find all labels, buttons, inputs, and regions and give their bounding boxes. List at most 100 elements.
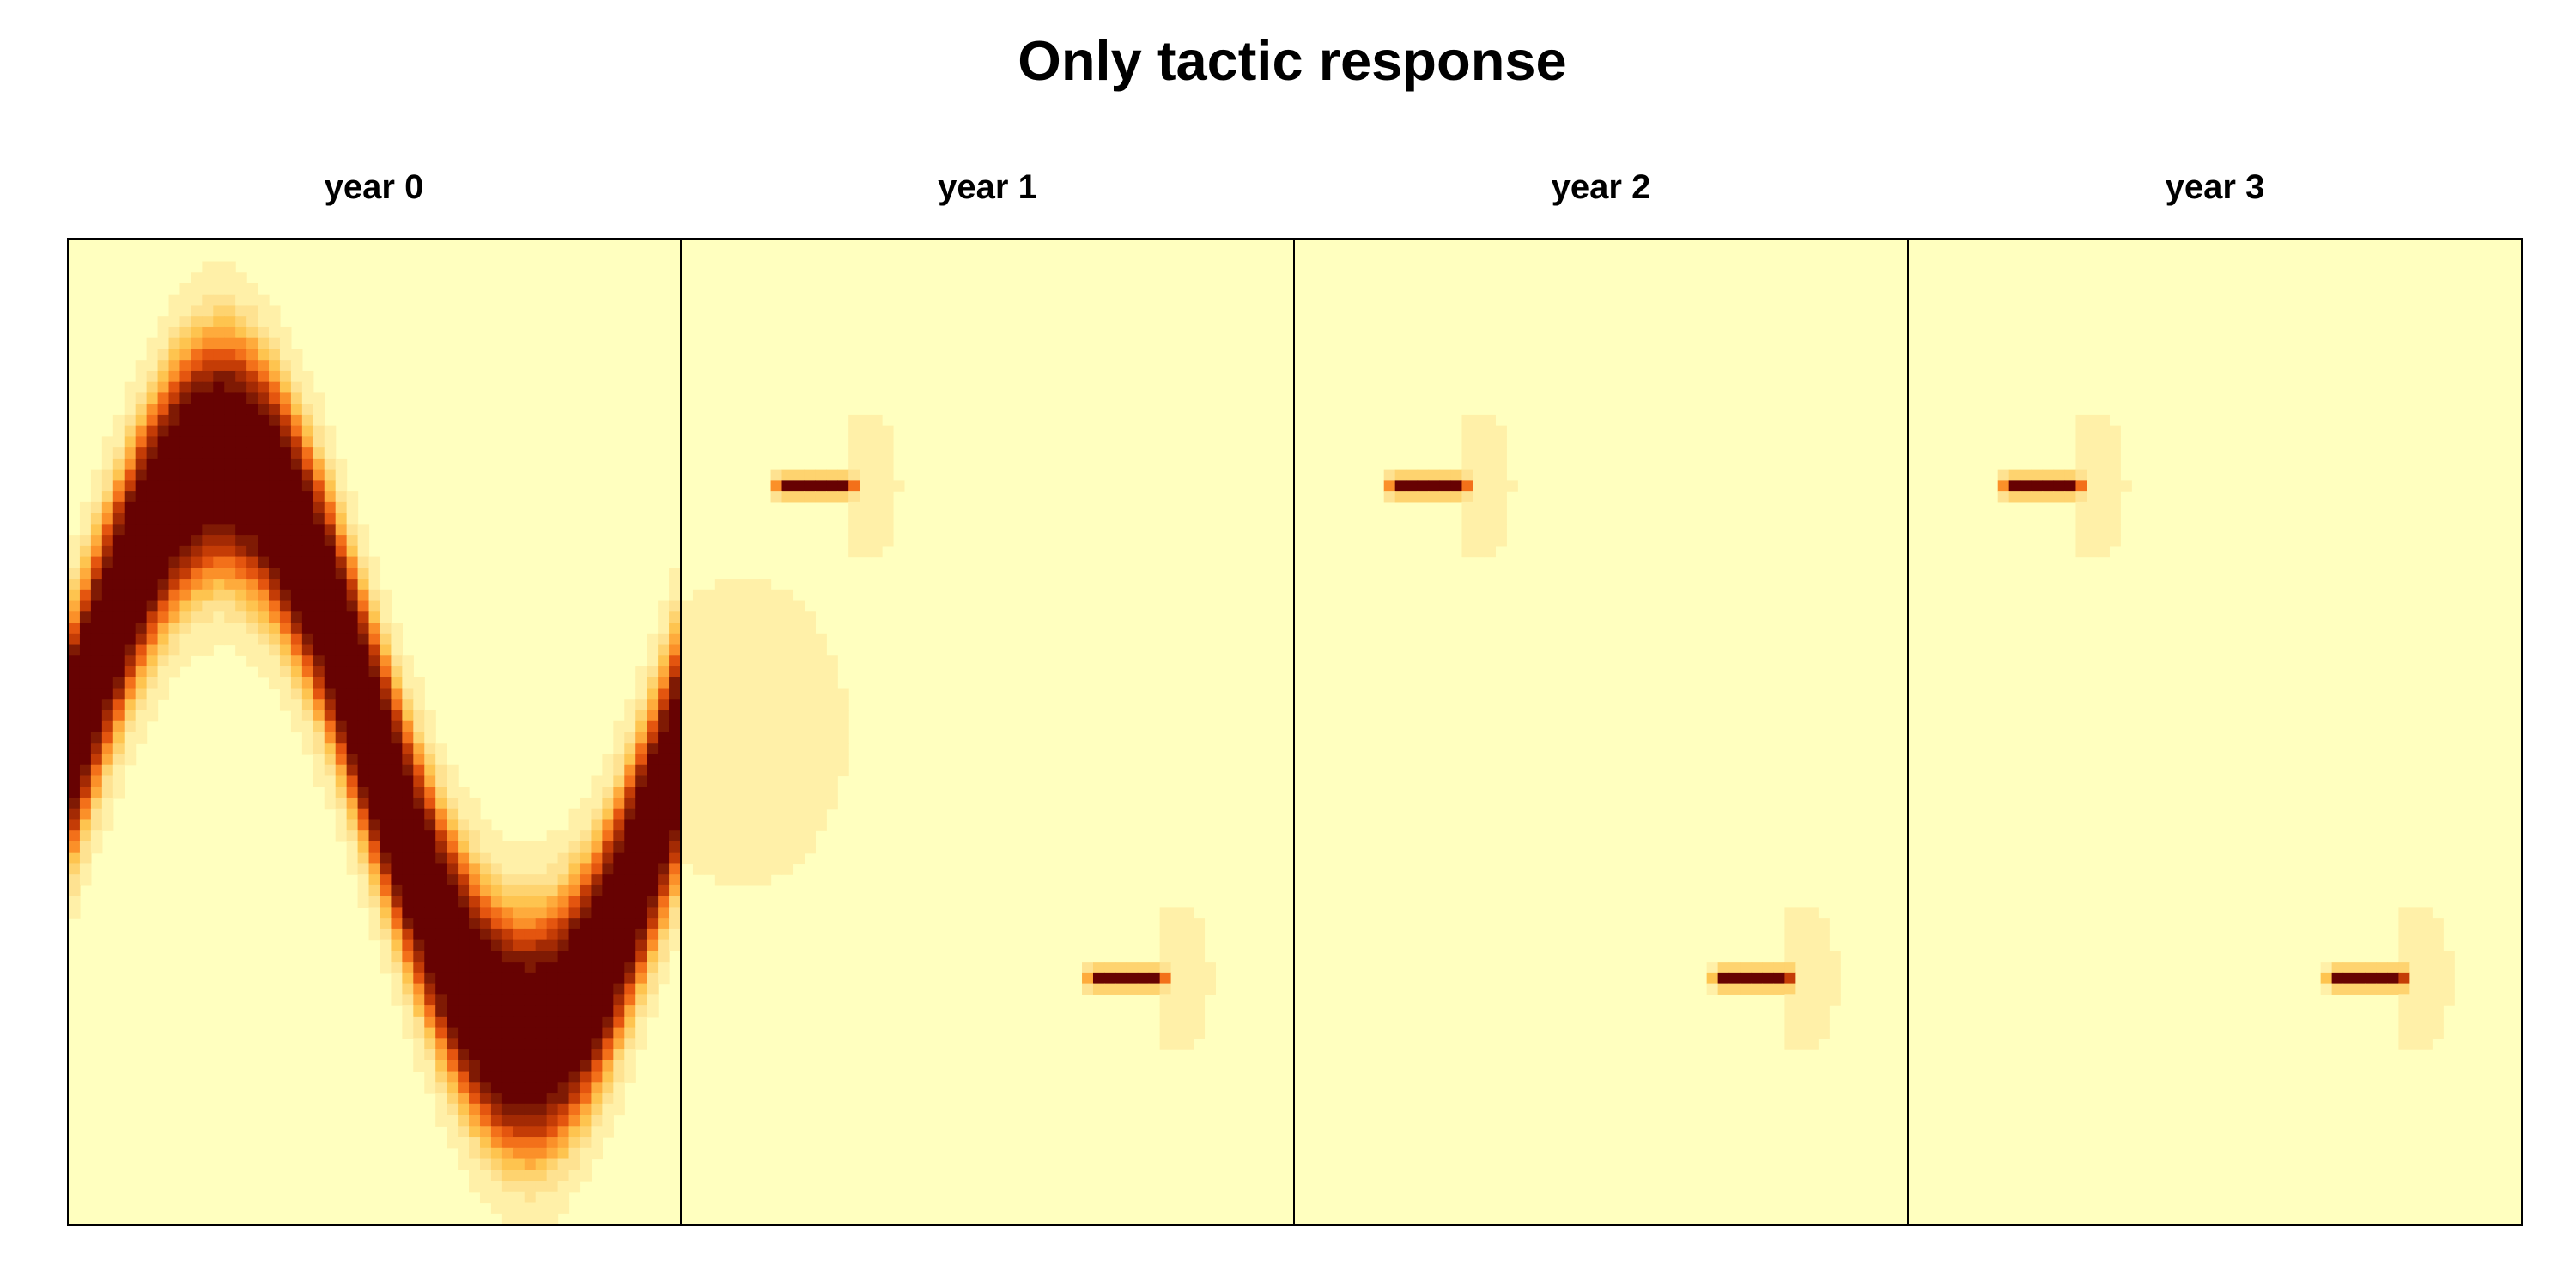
heatmap-cell — [2020, 480, 2032, 492]
heatmap-cell — [313, 524, 325, 536]
heatmap-cell — [380, 589, 392, 602]
heatmap-cell — [235, 414, 247, 427]
heatmap-cell — [324, 589, 337, 602]
heatmap-cell — [469, 1005, 481, 1018]
heatmap-cell — [1784, 983, 1796, 995]
heatmap-cell — [580, 1137, 592, 1149]
heatmap-cell — [703, 655, 716, 667]
heatmap-cell — [368, 819, 381, 831]
heatmap-cell — [380, 743, 392, 755]
heatmap-cell — [860, 469, 872, 481]
heatmap-cell — [1103, 983, 1116, 995]
heatmap-cell — [135, 589, 148, 602]
heatmap-cell — [793, 469, 805, 481]
heatmap-cell — [447, 994, 459, 1006]
heatmap-cell — [124, 447, 137, 459]
heatmap-cell — [179, 360, 191, 372]
heatmap-cell — [324, 480, 337, 492]
heatmap-cell — [290, 349, 303, 361]
heatmap-cell — [1706, 962, 1719, 974]
heatmap-cell — [580, 1005, 592, 1018]
heatmap-cell — [258, 589, 270, 602]
heatmap-cell — [647, 884, 659, 897]
heatmap-cell — [524, 884, 537, 897]
heatmap-cell — [313, 732, 325, 744]
heatmap-cell — [279, 370, 292, 383]
heatmap-cell — [2098, 501, 2110, 514]
heatmap-cell — [737, 633, 750, 646]
heatmap-cell — [815, 469, 827, 481]
heatmap-cell — [246, 370, 258, 383]
heatmap-cell — [2075, 425, 2088, 437]
heatmap-cell — [135, 633, 148, 646]
heatmap-cell — [324, 699, 337, 711]
heatmap-cell — [1818, 939, 1830, 951]
heatmap-cell — [714, 677, 727, 690]
heatmap-cell — [781, 644, 794, 656]
heatmap-cell — [146, 568, 159, 580]
heatmap-cell — [458, 852, 470, 865]
heatmap-cell — [1784, 1016, 1796, 1029]
heatmap-cell — [781, 655, 794, 667]
heatmap-cell — [258, 326, 270, 339]
heatmap-cell — [714, 819, 727, 831]
heatmap-cell — [2109, 436, 2121, 448]
heatmap-cell — [658, 852, 670, 865]
heatmap-cell — [501, 928, 514, 941]
heatmap-cell — [335, 666, 348, 678]
heatmap-cell — [613, 732, 625, 744]
heatmap-cell — [1159, 994, 1172, 1006]
heatmap-cell — [1818, 962, 1830, 974]
heatmap-cell — [2398, 994, 2410, 1006]
heatmap-cell — [804, 743, 816, 755]
heatmap-cell — [301, 524, 314, 536]
heatmap-cell — [168, 381, 181, 394]
heatmap-cell — [2432, 1005, 2444, 1018]
heatmap-cell — [568, 1181, 581, 1193]
heatmap-cell — [213, 436, 225, 448]
heatmap-cell — [168, 414, 181, 427]
heatmap-cell — [1170, 928, 1183, 941]
heatmap-cell — [157, 414, 170, 427]
heatmap-cell — [669, 907, 680, 919]
heatmap-cell — [501, 1181, 514, 1193]
heatmap-cell — [557, 852, 570, 865]
heatmap-cell — [447, 852, 459, 865]
heatmap-cell — [1807, 1027, 1819, 1039]
heatmap-cell — [469, 1181, 481, 1193]
heatmap-cell — [402, 951, 414, 963]
heatmap-cell — [737, 710, 750, 722]
heatmap-cell — [346, 545, 359, 558]
heatmap-cell — [602, 1038, 614, 1050]
heatmap-cell — [168, 633, 181, 646]
heatmap-cell — [402, 852, 414, 865]
heatmap-cell — [301, 589, 314, 602]
heatmap-cell — [669, 808, 680, 821]
heatmap-cell — [391, 710, 403, 722]
heatmap-cell — [2409, 962, 2421, 974]
heatmap-cell — [524, 1005, 537, 1018]
heatmap-cell — [1818, 1016, 1830, 1029]
heatmap-cell — [759, 688, 772, 700]
heatmap-cell — [2443, 994, 2455, 1006]
heatmap-cell — [2409, 1038, 2421, 1050]
heatmap-cell — [224, 501, 236, 514]
heatmap-cell — [546, 884, 559, 897]
heatmap-cell — [737, 732, 750, 744]
heatmap-cell — [191, 283, 203, 295]
heatmap-cell — [703, 775, 716, 787]
heatmap-cell — [726, 600, 738, 612]
heatmap-cell — [726, 808, 738, 821]
heatmap-cell — [546, 983, 559, 995]
heatmap-cell — [69, 863, 81, 875]
heatmap-cell — [501, 1137, 514, 1149]
heatmap-cell — [501, 841, 514, 854]
heatmap-cell — [602, 808, 614, 821]
heatmap-cell — [501, 1082, 514, 1094]
heatmap-cell — [224, 305, 236, 317]
heatmap-cell — [112, 414, 125, 427]
heatmap-cell — [368, 556, 381, 568]
heatmap-cell — [469, 1027, 481, 1039]
heatmap-cell — [613, 907, 625, 919]
heatmap-cell — [258, 414, 270, 427]
